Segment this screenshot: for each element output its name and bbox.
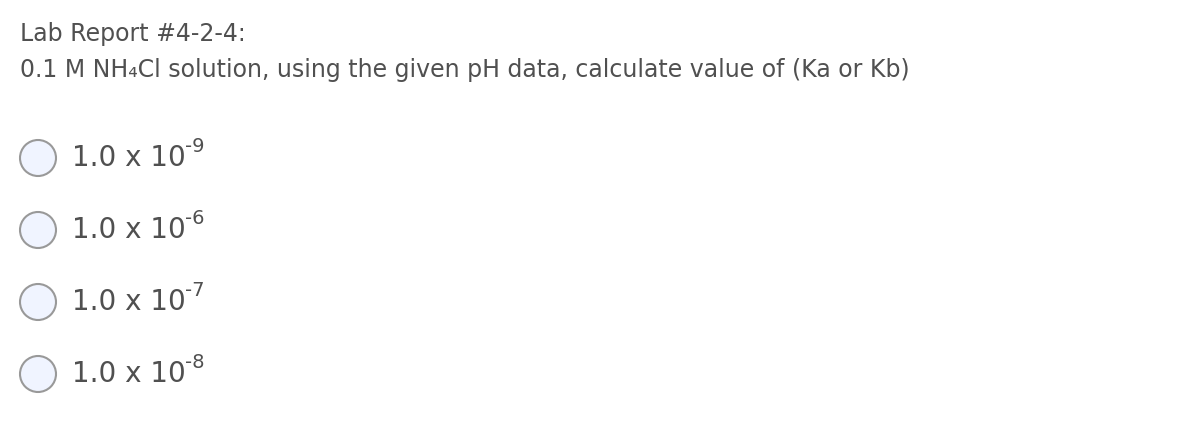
Text: 0.1 M NH₄Cl solution, using the given pH data, calculate value of (Ka or Kb): 0.1 M NH₄Cl solution, using the given pH… (20, 58, 910, 82)
Text: -7: -7 (185, 281, 204, 300)
Text: Lab Report #4-2-4:: Lab Report #4-2-4: (20, 22, 246, 46)
Text: -8: -8 (185, 353, 204, 371)
Text: 1.0 x 10: 1.0 x 10 (72, 144, 186, 172)
Text: 1.0 x 10: 1.0 x 10 (72, 288, 186, 316)
Text: -9: -9 (185, 137, 204, 156)
Ellipse shape (20, 356, 56, 392)
Ellipse shape (20, 284, 56, 320)
Ellipse shape (20, 212, 56, 248)
Text: 1.0 x 10: 1.0 x 10 (72, 216, 186, 244)
Text: 1.0 x 10: 1.0 x 10 (72, 360, 186, 388)
Ellipse shape (20, 140, 56, 176)
Text: -6: -6 (185, 209, 204, 228)
